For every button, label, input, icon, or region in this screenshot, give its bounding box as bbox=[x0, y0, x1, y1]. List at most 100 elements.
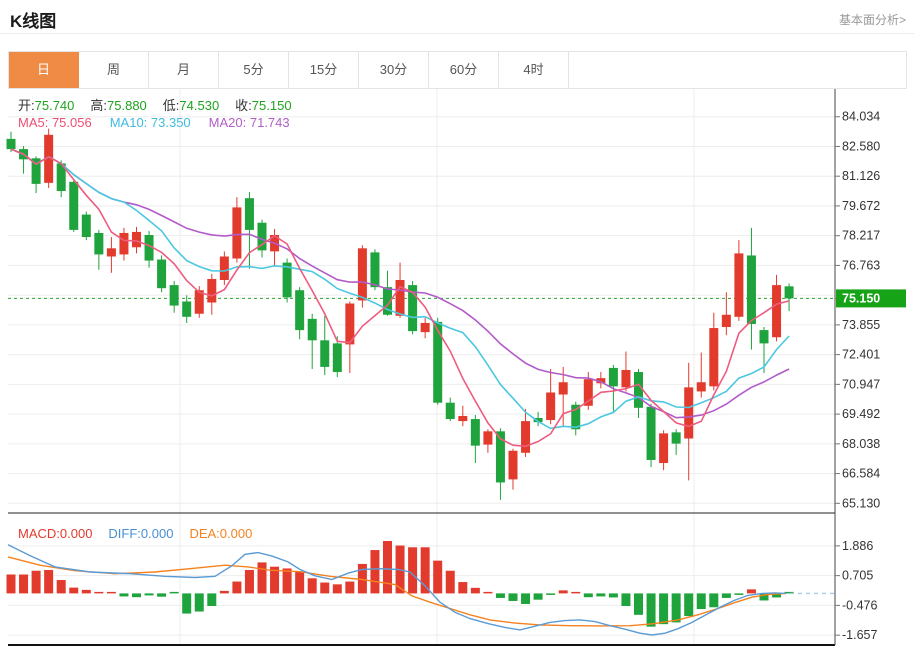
candle-body bbox=[634, 372, 643, 408]
candle-body bbox=[370, 252, 380, 288]
macd-bar bbox=[295, 571, 305, 594]
macd-bar bbox=[383, 540, 392, 594]
candle-body bbox=[508, 450, 518, 480]
macd-bar bbox=[320, 582, 330, 594]
macd-bar bbox=[772, 593, 782, 598]
close-value: 75.150 bbox=[251, 98, 292, 113]
candle-body bbox=[81, 214, 91, 238]
y-axis-label: -1.657 bbox=[842, 628, 877, 642]
candle-body bbox=[721, 314, 731, 328]
macd-bar bbox=[521, 593, 531, 604]
diff-value-legend: DIFF:0.000 bbox=[108, 526, 174, 541]
macd-bar bbox=[6, 574, 16, 594]
macd-legend: MACD:0.000 DIFF:0.000 DEA:0.000 bbox=[18, 526, 252, 541]
macd-bar bbox=[671, 593, 681, 623]
macd-bar bbox=[784, 591, 794, 594]
macd-bar bbox=[94, 591, 104, 594]
high-value: 75.880 bbox=[107, 98, 147, 113]
candle-body bbox=[684, 387, 694, 439]
low-value: 74.530 bbox=[179, 98, 220, 113]
y-axis-label: 69.492 bbox=[842, 407, 880, 421]
macd-bar bbox=[81, 589, 91, 594]
macd-bar bbox=[696, 593, 706, 610]
macd-value-legend: MACD:0.000 bbox=[18, 526, 93, 541]
macd-bar bbox=[332, 584, 342, 594]
candle-body bbox=[445, 402, 455, 420]
candle-body bbox=[232, 207, 242, 259]
tab-5min[interactable]: 5分 bbox=[219, 52, 289, 88]
candle-body bbox=[583, 379, 593, 406]
candle-body bbox=[332, 343, 342, 373]
macd-bar bbox=[69, 587, 79, 594]
candle-body bbox=[31, 158, 41, 184]
macd-bar bbox=[157, 593, 167, 597]
ma20-legend: MA20: 71.743 bbox=[208, 115, 290, 130]
y-axis-label: 84.034 bbox=[842, 110, 880, 124]
ohlc-legend: 开:75.740 高:75.880 低:74.530 收:75.150 bbox=[18, 95, 308, 114]
macd-bar bbox=[420, 547, 430, 594]
macd-bar bbox=[746, 589, 756, 594]
candle-body bbox=[207, 278, 217, 303]
candle-body bbox=[194, 290, 204, 314]
macd-bar bbox=[608, 593, 618, 598]
ma20-line bbox=[10, 148, 790, 419]
tab-week[interactable]: 周 bbox=[79, 52, 149, 88]
current-price-label bbox=[836, 289, 906, 308]
candle-body bbox=[458, 415, 468, 422]
macd-bar bbox=[734, 593, 744, 595]
macd-bar bbox=[445, 570, 455, 594]
macd-bar bbox=[533, 593, 543, 600]
ma10-line bbox=[10, 148, 790, 430]
tab-30min[interactable]: 30分 bbox=[359, 52, 429, 88]
macd-bar bbox=[19, 574, 29, 594]
y-axis-label: 76.763 bbox=[842, 258, 880, 272]
candle-body bbox=[433, 321, 443, 403]
y-axis-label: 79.672 bbox=[842, 199, 880, 213]
y-axis-label: 73.855 bbox=[842, 318, 880, 332]
header-divider bbox=[0, 33, 914, 34]
y-axis-label: 72.401 bbox=[842, 348, 880, 362]
macd-bar bbox=[470, 587, 480, 594]
candle-body bbox=[219, 256, 229, 280]
tab-60min[interactable]: 60分 bbox=[429, 52, 499, 88]
period-tabbar: 日 周 月 5分 15分 30分 60分 4时 bbox=[8, 51, 907, 89]
macd-bar bbox=[621, 593, 631, 606]
macd-bar bbox=[194, 593, 204, 612]
candle-body bbox=[295, 290, 305, 331]
y-axis-label: 66.584 bbox=[842, 467, 880, 481]
macd-bar bbox=[345, 581, 355, 594]
candle-body bbox=[734, 253, 744, 317]
candle-body bbox=[6, 138, 16, 150]
macd-bar bbox=[721, 593, 731, 598]
candle-body bbox=[784, 286, 794, 299]
tab-4hour[interactable]: 4时 bbox=[499, 52, 569, 88]
candle-body bbox=[345, 303, 355, 345]
y-axis-label: 70.947 bbox=[842, 377, 880, 391]
tab-day[interactable]: 日 bbox=[9, 52, 79, 88]
candle-body bbox=[521, 421, 531, 453]
macd-bar bbox=[634, 593, 643, 615]
macd-bar bbox=[558, 590, 568, 594]
tab-month[interactable]: 月 bbox=[149, 52, 219, 88]
fundamental-analysis-link[interactable]: 基本面分析> bbox=[838, 13, 906, 27]
macd-bar bbox=[270, 566, 280, 594]
macd-bar bbox=[709, 593, 719, 608]
candle-body bbox=[282, 262, 292, 298]
candle-body bbox=[132, 231, 141, 248]
macd-bar bbox=[307, 578, 317, 594]
macd-bar bbox=[596, 593, 606, 597]
macd-bar bbox=[207, 593, 217, 606]
candle-body bbox=[483, 431, 493, 445]
tab-15min[interactable]: 15分 bbox=[289, 52, 359, 88]
page-title: K线图 bbox=[10, 12, 57, 31]
macd-bar bbox=[232, 581, 242, 594]
macd-bar bbox=[219, 590, 229, 594]
macd-bar bbox=[495, 593, 505, 598]
macd-bar bbox=[31, 570, 41, 594]
y-axis-label: 1.886 bbox=[842, 539, 873, 553]
candle-body bbox=[257, 222, 267, 251]
candle-body bbox=[169, 285, 179, 306]
ma5-line bbox=[10, 148, 790, 448]
macd-bar bbox=[684, 593, 694, 617]
